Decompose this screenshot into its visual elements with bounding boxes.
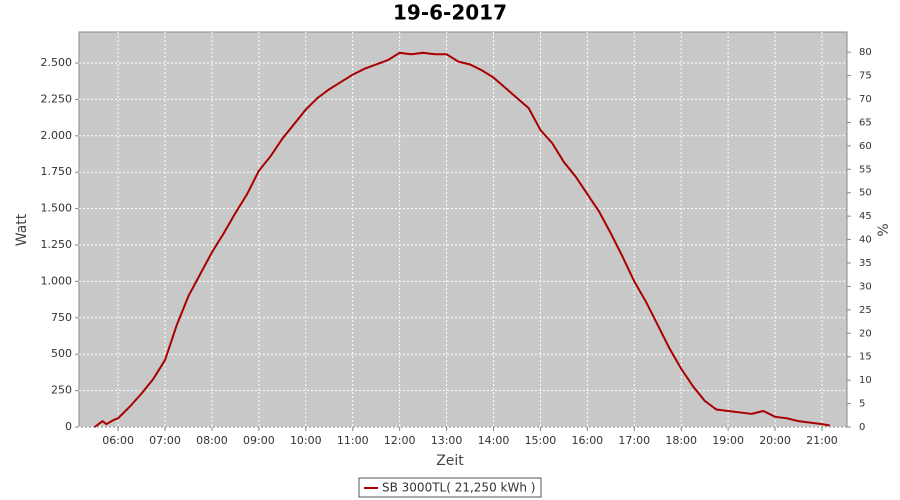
y2-tick-label: 40	[859, 235, 872, 246]
x-tick-label: 06:00	[102, 434, 134, 447]
y2-tick-label: 75	[859, 71, 872, 82]
x-tick-label: 18:00	[665, 434, 697, 447]
x-axis-label: Zeit	[436, 453, 464, 469]
x-tick-label: 12:00	[384, 434, 416, 447]
y-tick-label: 2.000	[41, 129, 73, 142]
y2-tick-label: 50	[859, 188, 872, 199]
y2-tick-label: 30	[859, 281, 872, 292]
x-tick-label: 07:00	[149, 434, 181, 447]
y-tick-label: 2.500	[41, 56, 73, 69]
y-tick-label: 250	[51, 384, 72, 397]
x-tick-label: 21:00	[806, 434, 838, 447]
y-axis-label: Watt	[14, 213, 30, 246]
y-tick-label: 500	[51, 347, 72, 360]
x-tick-label: 15:00	[525, 434, 557, 447]
y-tick-label: 750	[51, 311, 72, 324]
y2-tick-label: 20	[859, 328, 872, 339]
x-tick-label: 10:00	[290, 434, 322, 447]
y2-tick-label: 80	[859, 47, 872, 58]
y2-tick-label: 55	[859, 164, 872, 175]
y2-tick-label: 0	[859, 422, 865, 433]
y2-axis-label: %	[876, 223, 892, 236]
y-tick-label: 1.250	[41, 238, 73, 251]
plot-area	[78, 31, 848, 428]
y-tick-label: 2.250	[41, 92, 73, 105]
x-tick-label: 08:00	[196, 434, 228, 447]
x-tick-label: 16:00	[571, 434, 603, 447]
y2-tick-label: 5	[859, 399, 865, 410]
line-series	[94, 51, 830, 428]
x-tick-label: 19:00	[712, 434, 744, 447]
legend-label: SB 3000TL( 21,250 kWh )	[382, 481, 535, 495]
y-tick-label: 1.000	[41, 274, 73, 287]
y2-tick-label: 10	[859, 375, 872, 386]
y-tick-label: 1.500	[41, 202, 73, 215]
y2-tick-label: 15	[859, 352, 872, 363]
y2-tick-label: 60	[859, 141, 872, 152]
x-tick-label: 20:00	[759, 434, 791, 447]
y2-tick-label: 70	[859, 94, 872, 105]
x-tick-label: 09:00	[243, 434, 275, 447]
y2-tick-label: 25	[859, 305, 872, 316]
y-tick-label: 0	[65, 420, 72, 433]
x-tick-label: 17:00	[618, 434, 650, 447]
y2-tick-label: 35	[859, 258, 872, 269]
x-tick-label: 14:00	[478, 434, 510, 447]
x-tick-label: 13:00	[431, 434, 463, 447]
chart-title: 19-6-2017	[393, 1, 507, 25]
x-tick-label: 11:00	[337, 434, 369, 447]
y2-tick-label: 45	[859, 211, 872, 222]
legend-box	[358, 477, 542, 498]
y-tick-label: 1.750	[41, 165, 73, 178]
y2-tick-label: 65	[859, 117, 872, 128]
